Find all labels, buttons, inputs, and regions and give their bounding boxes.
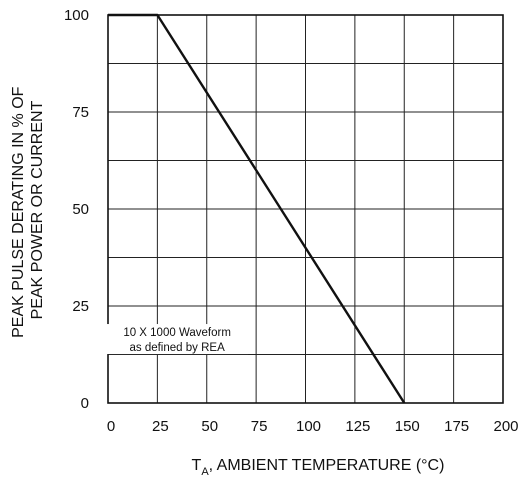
y-axis-label: PEAK PULSE DERATING IN % OF PEAK POWER O… — [10, 82, 46, 338]
plot-frame — [107, 14, 504, 404]
x-tick-label: 25 — [152, 418, 169, 435]
x-tick-label: 100 — [296, 418, 321, 435]
y-tick-label: 100 — [64, 7, 89, 24]
y-tick-label: 75 — [72, 104, 89, 121]
x-tick-label: 175 — [444, 418, 469, 435]
x-axis-label-rest: , AMBIENT TEMPERATURE (°C) — [209, 457, 445, 474]
x-tick-label: 75 — [251, 418, 268, 435]
x-axis-label: TA, AMBIENT TEMPERATURE (°C) — [192, 457, 445, 477]
y-tick-label: 50 — [72, 201, 89, 218]
x-axis-label-main: T — [192, 457, 202, 474]
annotation-background — [106, 324, 249, 355]
y-tick-label: 25 — [72, 298, 89, 315]
annotation-line: as defined by REA — [129, 342, 225, 354]
x-tick-labels: 0 25 50 75 100 125 150 175 200 — [107, 418, 519, 435]
series-group — [108, 13, 406, 404]
annotation-line: 10 X 1000 Waveform — [123, 327, 231, 339]
x-tick-label: 50 — [201, 418, 218, 435]
x-tick-label: 125 — [345, 418, 370, 435]
x-tick-label: 200 — [493, 418, 518, 435]
x-tick-label: 0 — [107, 418, 115, 435]
waveform-annotation: 10 X 1000 Waveform as defined by REA — [106, 324, 249, 355]
derating-curve — [108, 13, 406, 404]
y-axis-label-line-2: PEAK POWER OR CURRENT — [29, 100, 46, 319]
x-axis-label-sub: A — [201, 466, 209, 477]
y-axis-label-line-1: PEAK PULSE DERATING IN % OF — [10, 86, 27, 338]
y-tick-labels: 0 25 50 75 100 — [64, 7, 89, 412]
x-tick-label: 150 — [395, 418, 420, 435]
y-tick-label: 0 — [81, 395, 89, 412]
